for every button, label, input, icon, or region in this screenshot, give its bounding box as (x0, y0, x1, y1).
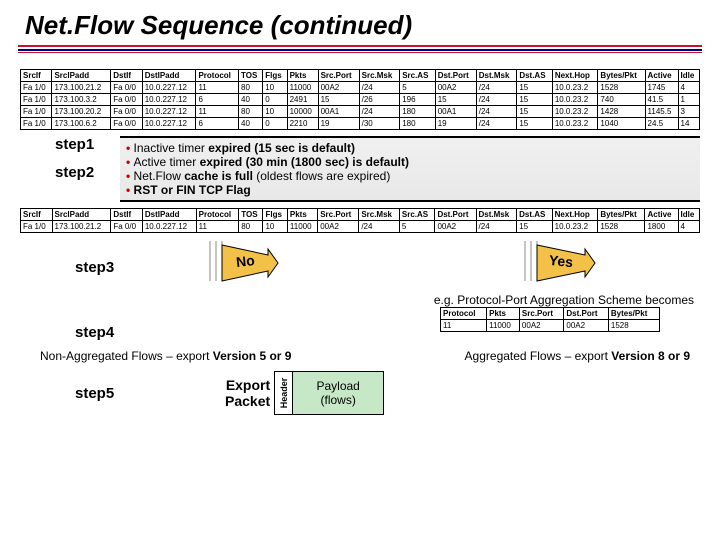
aggregated-note: Aggregated Flows – export Version 8 or 9 (465, 349, 690, 363)
yes-arrow: Yes (515, 241, 599, 294)
expiry-rules-box: • Inactive timer expired (15 sec is defa… (120, 136, 700, 202)
step3-label: step3 (20, 259, 120, 276)
non-aggregated-note: Non-Aggregated Flows – export Version 5 … (40, 349, 291, 363)
step2-label: step2 (20, 164, 120, 181)
page-title: Net.Flow Sequence (continued) (0, 0, 720, 45)
no-arrow: No (200, 241, 280, 294)
flow-table-1: SrcIfSrcIPaddDstIfDstIPaddProtocolTOSFlg… (20, 69, 700, 130)
export-packet-box: Header Payload (flows) (274, 371, 384, 415)
no-label: No (235, 252, 255, 270)
packet-payload: Payload (flows) (293, 372, 383, 414)
step4-label: step4 (20, 324, 700, 341)
title-divider (0, 45, 720, 53)
yes-label: Yes (548, 252, 574, 270)
flow-table-2: SrcIfSrcIPaddDstIfDstIPaddProtocolTOSFlg… (20, 208, 700, 233)
step1-label: step1 (20, 136, 120, 153)
packet-header: Header (275, 372, 293, 414)
export-packet-label: ExportPacket (225, 377, 270, 409)
step5-label: step5 (75, 385, 225, 402)
